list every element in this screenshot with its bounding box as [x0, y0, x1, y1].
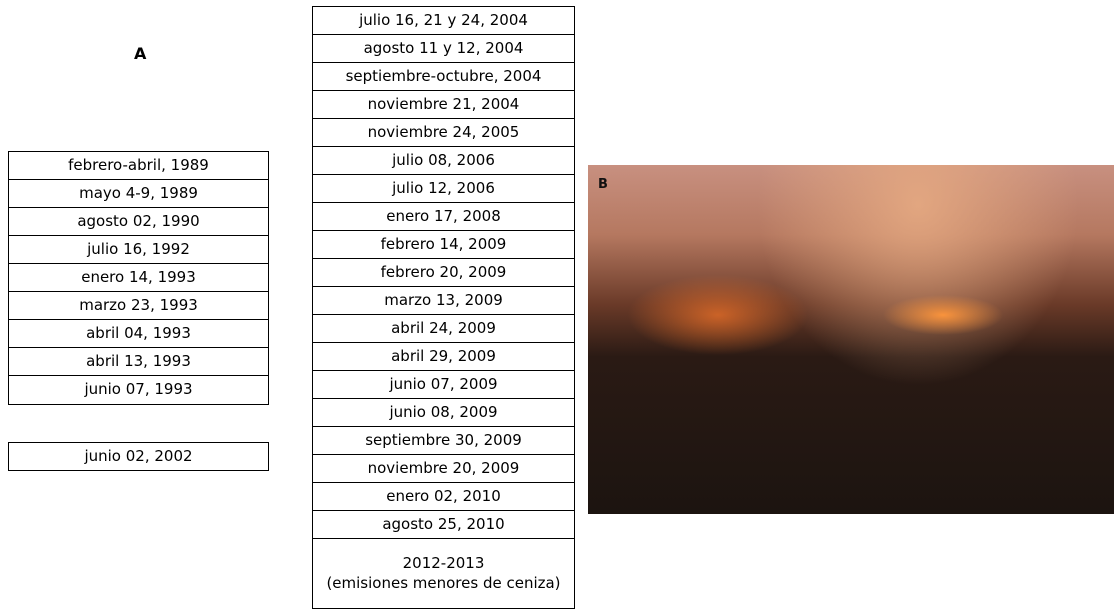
cell-text: noviembre 24, 2005 — [368, 123, 520, 143]
label-a: A — [134, 44, 146, 63]
cell-text: julio 16, 21 y 24, 2004 — [359, 11, 528, 31]
cell-text: abril 13, 1993 — [86, 352, 191, 372]
table-cell: septiembre 30, 2009 — [312, 426, 575, 455]
table-cell: noviembre 21, 2004 — [312, 90, 575, 119]
cell-text: febrero-abril, 1989 — [68, 156, 209, 176]
cell-text: enero 17, 2008 — [386, 207, 501, 227]
cell-text: marzo 23, 1993 — [79, 296, 198, 316]
cell-text: septiembre-octubre, 2004 — [346, 67, 542, 87]
cell-text: abril 24, 2009 — [391, 319, 496, 339]
table-cell: junio 02, 2002 — [8, 442, 269, 471]
table-cell: 2012-2013(emisiones menores de ceniza) — [312, 538, 575, 609]
table-cell: abril 24, 2009 — [312, 314, 575, 343]
cell-text: junio 07, 2009 — [389, 375, 497, 395]
cell-text: noviembre 21, 2004 — [368, 95, 520, 115]
cell-text: agosto 25, 2010 — [382, 515, 504, 535]
table-cell: julio 16, 21 y 24, 2004 — [312, 6, 575, 35]
cell-text: agosto 02, 1990 — [77, 212, 199, 232]
table-cell: junio 07, 1993 — [8, 375, 269, 405]
table-cell: agosto 25, 2010 — [312, 510, 575, 539]
table-cell: julio 08, 2006 — [312, 146, 575, 175]
table-cell: marzo 13, 2009 — [312, 286, 575, 315]
table-cell: noviembre 20, 2009 — [312, 454, 575, 483]
cell-text: julio 08, 2006 — [392, 151, 495, 171]
cell-text: marzo 13, 2009 — [384, 291, 503, 311]
cell-text: julio 12, 2006 — [392, 179, 495, 199]
table-cell: febrero 14, 2009 — [312, 230, 575, 259]
table-cell: agosto 02, 1990 — [8, 207, 269, 237]
table-cell: abril 29, 2009 — [312, 342, 575, 371]
photo: B — [588, 165, 1114, 514]
cell-text: junio 07, 1993 — [84, 380, 192, 400]
cell-text: noviembre 20, 2009 — [368, 459, 520, 479]
table-cell: julio 12, 2006 — [312, 174, 575, 203]
cell-text: abril 29, 2009 — [391, 347, 496, 367]
cell-text: 2012-2013 — [403, 554, 485, 574]
table-cell: junio 08, 2009 — [312, 398, 575, 427]
table-cell: febrero-abril, 1989 — [8, 151, 269, 181]
page: A B febrero-abril, 1989 mayo 4-9, 1989 ago… — [0, 0, 1114, 610]
table-cell: junio 07, 2009 — [312, 370, 575, 399]
cell-text: (emisiones menores de ceniza) — [326, 574, 560, 594]
table-cell: enero 02, 2010 — [312, 482, 575, 511]
cell-text: septiembre 30, 2009 — [365, 431, 522, 451]
cell-text: julio 16, 1992 — [87, 240, 190, 260]
cell-text: agosto 11 y 12, 2004 — [364, 39, 524, 59]
table-cell: septiembre-octubre, 2004 — [312, 62, 575, 91]
table-cell: marzo 23, 1993 — [8, 291, 269, 321]
cell-text: junio 08, 2009 — [389, 403, 497, 423]
cell-text: febrero 20, 2009 — [381, 263, 507, 283]
cell-text: febrero 14, 2009 — [381, 235, 507, 255]
cell-text: abril 04, 1993 — [86, 324, 191, 344]
cell-text: junio 02, 2002 — [84, 447, 192, 467]
cell-text: mayo 4-9, 1989 — [79, 184, 198, 204]
table-cell: mayo 4-9, 1989 — [8, 179, 269, 209]
table-cell: julio 16, 1992 — [8, 235, 269, 265]
table-cell: enero 17, 2008 — [312, 202, 575, 231]
table-cell: febrero 20, 2009 — [312, 258, 575, 287]
table-cell: abril 04, 1993 — [8, 319, 269, 349]
table-cell: noviembre 24, 2005 — [312, 118, 575, 147]
label-b: B — [598, 177, 608, 192]
table-cell: abril 13, 1993 — [8, 347, 269, 377]
cell-text: enero 14, 1993 — [81, 268, 196, 288]
table-cell: agosto 11 y 12, 2004 — [312, 34, 575, 63]
cell-text: enero 02, 2010 — [386, 487, 501, 507]
table-cell: enero 14, 1993 — [8, 263, 269, 293]
